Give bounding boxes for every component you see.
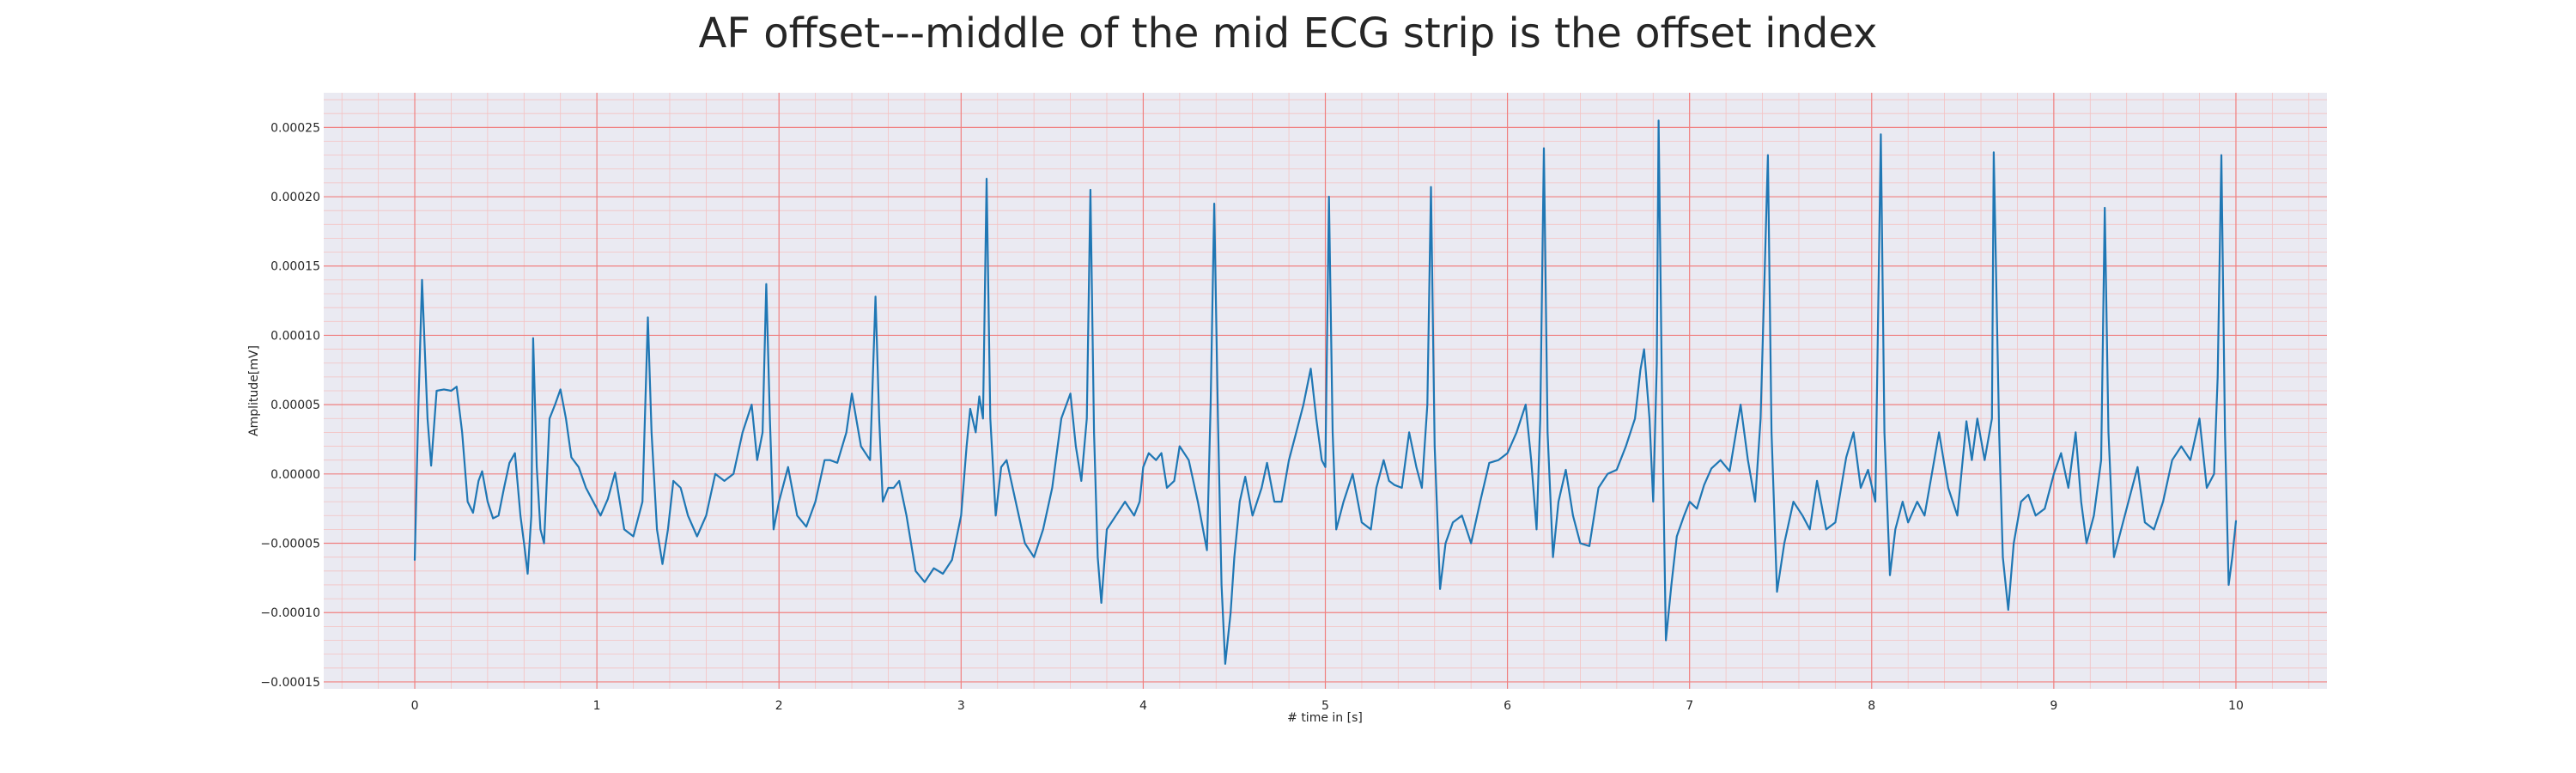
y-axis-label: Amplitude[mV] [247, 345, 261, 436]
y-tick-label: −0.00005 [260, 538, 320, 551]
x-tick-label: 3 [957, 699, 965, 713]
x-tick-label: 5 [1321, 699, 1329, 713]
x-tick-label: 4 [1139, 699, 1147, 713]
chart-title: AF offset---middle of the mid ECG strip … [698, 9, 1878, 58]
y-tick-label: 0.00020 [270, 191, 320, 204]
x-tick-label: 0 [411, 699, 419, 713]
x-axis-label: # time in [s] [1287, 711, 1363, 725]
x-tick-label: 1 [593, 699, 601, 713]
ecg-series-line [413, 119, 2238, 665]
y-tick-label: 0.00010 [270, 329, 320, 343]
y-tick-labels: −0.00015 −0.00010 −0.00005 0.00000 0.00005 0.… [260, 121, 320, 690]
x-tick-label: 8 [1868, 699, 1875, 713]
y-tick-label: −0.00015 [260, 676, 320, 690]
y-tick-label: −0.00010 [260, 606, 320, 620]
x-tick-label: 10 [2228, 699, 2244, 713]
x-tick-labels: 0 1 2 3 4 5 6 7 8 9 10 [411, 699, 2244, 713]
x-tick-label: 2 [775, 699, 783, 713]
x-tick-label: 7 [1686, 699, 1693, 713]
x-tick-label: 6 [1504, 699, 1511, 713]
y-tick-label: 0.00015 [270, 260, 320, 274]
y-tick-label: 0.00005 [270, 399, 320, 412]
y-tick-label: 0.00025 [270, 121, 320, 135]
x-tick-label: 9 [2050, 699, 2057, 713]
y-tick-label: 0.00000 [270, 468, 320, 482]
